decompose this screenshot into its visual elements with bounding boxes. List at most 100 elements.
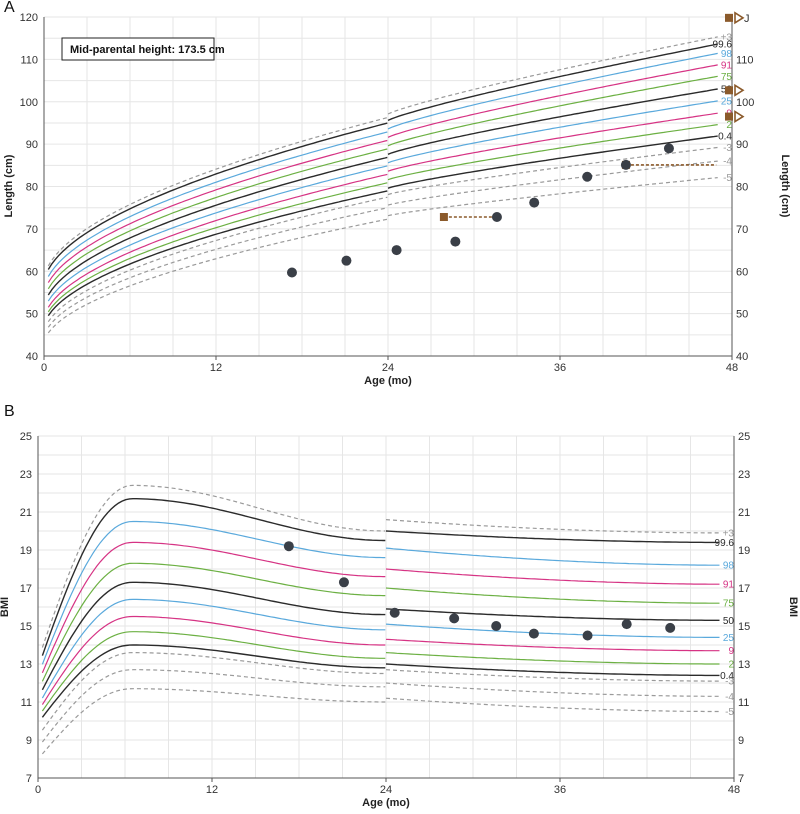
measurement-point <box>391 245 402 256</box>
target-square-marker <box>725 86 733 95</box>
centile-label: +3 <box>721 32 733 43</box>
x-tick-label: 12 <box>206 784 218 796</box>
y-tick-label-right: 50 <box>736 309 748 321</box>
y-tick-label-left: 90 <box>26 139 38 151</box>
y-tick-label-left: 70 <box>26 224 38 236</box>
y-tick-label-right: 80 <box>736 182 748 194</box>
y-tick-label-right: 23 <box>738 469 750 481</box>
y-tick-label-right: 11 <box>738 697 749 709</box>
measurement-point <box>341 255 352 266</box>
centile-line--5 <box>385 697 720 713</box>
centile-line-91 <box>47 139 388 283</box>
y-tick-label-right: 13 <box>738 659 750 671</box>
y-tick-label-right: 60 <box>736 266 748 278</box>
centile-line-75 <box>41 562 386 682</box>
centile-line-99.6 <box>385 530 720 544</box>
corrected-age-marker <box>439 213 448 222</box>
centile-line--3 <box>41 652 386 731</box>
centile-line-25 <box>387 100 718 164</box>
centile-label: 50 <box>723 616 735 627</box>
target-marker-label: J <box>744 13 750 25</box>
centile-line--4 <box>385 682 720 697</box>
centile-line-50 <box>41 581 386 691</box>
panel-b: B0 12 24 36 48791113151719212325791113151719… <box>0 403 799 809</box>
panel-a: A0 12 24 36 48405060708090100110120405060708… <box>3 0 791 387</box>
centile-line-+3 <box>47 117 388 267</box>
centile-line-98 <box>387 52 718 130</box>
measurement-point <box>450 236 461 247</box>
x-tick-label: 36 <box>554 784 566 796</box>
measurement-point <box>283 541 294 552</box>
centile-line-9 <box>41 615 386 705</box>
centile-line-91 <box>387 64 718 138</box>
measurement-point <box>286 267 297 278</box>
y-tick-label-left: 15 <box>20 621 32 633</box>
centile-label: 99.6 <box>713 40 733 51</box>
target-triangle-marker <box>734 11 745 25</box>
centile-label: -4 <box>725 692 734 703</box>
y-tick-label-right: 7 <box>738 773 744 785</box>
centile-line-75 <box>385 587 720 604</box>
centile-label: -3 <box>723 143 732 154</box>
y-tick-label-right: 9 <box>738 735 744 747</box>
centile-line-98 <box>41 520 386 665</box>
y-tick-label-left: 17 <box>20 583 32 595</box>
centile-line-9 <box>387 112 718 172</box>
measurement-point <box>491 621 502 631</box>
measurement-point <box>389 607 400 618</box>
centile-label: -4 <box>723 157 732 168</box>
centile-line--4 <box>41 669 386 743</box>
centile-line--4 <box>47 207 388 328</box>
centile-label: 0.4 <box>718 132 732 143</box>
centile-line-75 <box>47 148 388 290</box>
centile-label: +3 <box>723 528 735 539</box>
centile-line-0.4 <box>41 644 386 718</box>
target-triangle-marker <box>734 83 745 97</box>
centile-line-98 <box>47 131 388 277</box>
centile-line-91 <box>385 568 720 585</box>
centile-line-99.6 <box>47 122 388 270</box>
mid-parental-height: Mid-parental height: 173.5 cm <box>70 44 225 56</box>
centile-line-99.6 <box>387 43 718 122</box>
y-tick-label-left: 13 <box>20 659 32 671</box>
y-tick-label-right: 25 <box>738 431 750 443</box>
centile-line-25 <box>47 165 388 302</box>
centile-line-75 <box>387 75 718 147</box>
centile-label: 25 <box>721 96 733 107</box>
centile-line-9 <box>385 638 720 652</box>
centile-label: 25 <box>723 633 735 644</box>
x-tick-label: 48 <box>726 362 738 374</box>
y-tick-label-left: 7 <box>26 773 32 785</box>
measurement-point <box>620 159 631 170</box>
x-tick-label: 0 <box>35 784 41 796</box>
y-axis-title-left: BMI <box>0 597 11 617</box>
y-tick-label-right: 21 <box>738 507 750 519</box>
centile-line-98 <box>385 547 720 566</box>
centile-line--5 <box>387 177 718 217</box>
centile-label: 2 <box>728 660 734 671</box>
centile-line-50 <box>387 88 718 155</box>
y-tick-label-left: 80 <box>26 182 38 194</box>
target-triangle-marker <box>734 110 745 124</box>
y-tick-label-left: 21 <box>20 507 32 519</box>
centile-label: 99.6 <box>715 538 735 549</box>
centile-line-+3 <box>387 36 718 115</box>
centile-line-25 <box>41 598 386 699</box>
measurement-point <box>621 619 632 630</box>
y-tick-label-left: 100 <box>20 97 38 109</box>
x-axis-title: Age (mo) <box>364 375 412 387</box>
x-tick-label: 48 <box>728 784 740 796</box>
x-tick-label: 24 <box>380 784 392 796</box>
centile-label: 2 <box>726 120 732 131</box>
centile-line-2 <box>41 631 386 712</box>
y-tick-label-right: 40 <box>736 351 748 363</box>
centile-label: -5 <box>725 707 734 718</box>
measurement-point <box>582 630 593 641</box>
centile-line--3 <box>387 146 718 196</box>
y-tick-label-left: 19 <box>20 545 32 557</box>
centile-label: 91 <box>721 60 733 71</box>
centile-line-0.4 <box>387 135 718 189</box>
centile-line-2 <box>47 182 388 313</box>
centile-label: 0.4 <box>720 671 734 682</box>
